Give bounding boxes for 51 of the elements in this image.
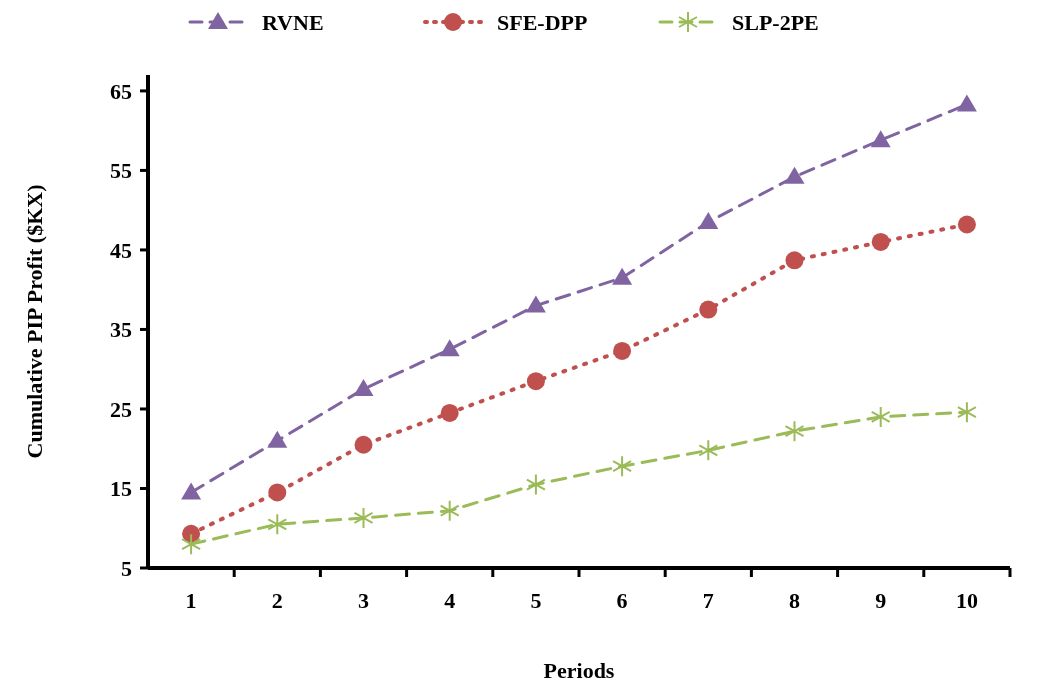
x-tick-label: 4 <box>444 588 456 613</box>
point <box>267 513 288 536</box>
point <box>957 215 976 234</box>
x-tick-label: 9 <box>875 588 887 613</box>
point <box>784 166 805 184</box>
point <box>956 94 977 112</box>
point <box>268 483 287 502</box>
y-tick-label: 15 <box>110 476 132 502</box>
point <box>439 339 460 357</box>
point <box>181 533 202 556</box>
point <box>612 455 633 478</box>
y-tick-label: 5 <box>121 555 132 581</box>
point <box>784 420 805 443</box>
y-tick-label: 45 <box>110 237 132 263</box>
x-tick-label: 5 <box>530 588 542 613</box>
point <box>785 251 804 270</box>
legend-label: SLP-2PE <box>732 9 819 35</box>
x-tick-label: 6 <box>616 588 628 613</box>
point <box>353 506 374 529</box>
point <box>525 295 546 313</box>
point <box>698 212 719 230</box>
point <box>613 341 632 360</box>
point <box>526 372 545 391</box>
point <box>699 300 718 319</box>
point <box>267 430 288 448</box>
point <box>612 267 633 285</box>
point <box>354 435 373 454</box>
point <box>698 439 719 462</box>
y-tick-label: 25 <box>110 396 132 422</box>
x-tick-label: 10 <box>955 588 978 613</box>
x-axis-title: Periods <box>543 658 615 683</box>
x-tick-label: 2 <box>271 588 283 613</box>
y-axis-title: Cumulative PIP Profit ($KX) <box>22 184 47 459</box>
x-tick-label: 3 <box>358 588 369 613</box>
point <box>871 232 890 251</box>
point <box>525 473 546 496</box>
point <box>870 130 891 148</box>
x-tick-label: 8 <box>789 588 800 613</box>
point <box>956 401 977 424</box>
x-tick-label: 1 <box>185 588 197 613</box>
y-tick-label: 35 <box>110 317 132 343</box>
point <box>439 499 460 522</box>
point <box>440 403 459 422</box>
y-tick-label: 65 <box>110 78 132 104</box>
point <box>353 379 374 397</box>
y-tick-label: 55 <box>110 158 132 184</box>
point <box>181 482 202 500</box>
legend-label: SFE-DPP <box>497 9 588 35</box>
legend-label: RVNE <box>262 9 324 35</box>
x-tick-label: 7 <box>702 588 714 613</box>
point <box>870 405 891 428</box>
